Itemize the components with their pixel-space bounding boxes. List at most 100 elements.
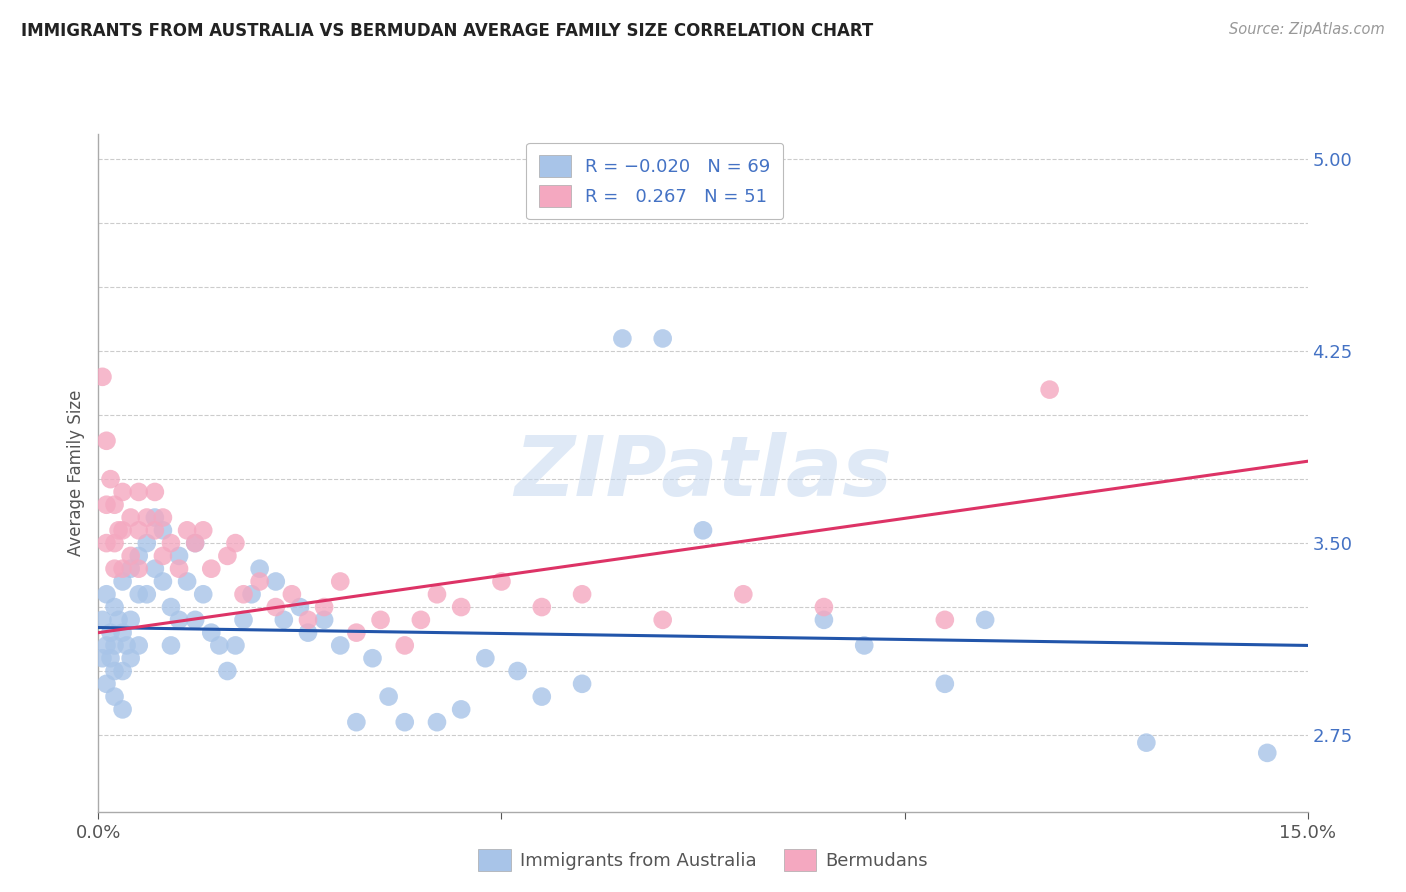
Point bbox=[120, 562, 142, 576]
Point bbox=[217, 549, 239, 563]
Point bbox=[160, 536, 183, 550]
Point bbox=[450, 600, 472, 615]
Point bbox=[100, 472, 122, 486]
Point bbox=[103, 639, 125, 653]
Point bbox=[208, 639, 231, 653]
Point bbox=[612, 331, 634, 345]
Point bbox=[651, 613, 673, 627]
Point bbox=[450, 702, 472, 716]
Point bbox=[934, 677, 956, 691]
Point bbox=[193, 587, 215, 601]
Point bbox=[394, 715, 416, 730]
Point bbox=[135, 536, 157, 550]
Point bbox=[91, 613, 114, 627]
Point bbox=[167, 562, 190, 576]
Point bbox=[103, 690, 125, 704]
Point bbox=[128, 562, 150, 576]
Point bbox=[103, 498, 125, 512]
Point bbox=[813, 600, 835, 615]
Point bbox=[96, 677, 118, 691]
Point bbox=[167, 613, 190, 627]
Point bbox=[377, 690, 399, 704]
Point bbox=[200, 625, 222, 640]
Point bbox=[120, 613, 142, 627]
Point bbox=[193, 524, 215, 538]
Point bbox=[160, 639, 183, 653]
Point bbox=[224, 536, 246, 550]
Point bbox=[273, 613, 295, 627]
Point bbox=[128, 485, 150, 500]
Point bbox=[249, 574, 271, 589]
Point bbox=[297, 613, 319, 627]
Text: Source: ZipAtlas.com: Source: ZipAtlas.com bbox=[1229, 22, 1385, 37]
Point bbox=[103, 664, 125, 678]
Point bbox=[264, 574, 287, 589]
Point bbox=[143, 510, 166, 524]
Point bbox=[344, 625, 367, 640]
Point bbox=[297, 625, 319, 640]
Point bbox=[232, 587, 254, 601]
Point bbox=[184, 613, 207, 627]
Legend: R = −0.020   N = 69, R =   0.267   N = 51: R = −0.020 N = 69, R = 0.267 N = 51 bbox=[526, 143, 783, 219]
Point bbox=[530, 690, 553, 704]
Point bbox=[103, 600, 125, 615]
Point bbox=[184, 536, 207, 550]
Point bbox=[100, 651, 122, 665]
Point bbox=[530, 600, 553, 615]
Point bbox=[232, 613, 254, 627]
Point bbox=[1135, 736, 1157, 750]
Point bbox=[96, 536, 118, 550]
Point bbox=[1039, 383, 1062, 397]
Point bbox=[240, 587, 263, 601]
Point bbox=[167, 549, 190, 563]
Text: ZIPatlas: ZIPatlas bbox=[515, 433, 891, 513]
Point bbox=[217, 664, 239, 678]
Point bbox=[96, 639, 118, 653]
Point bbox=[224, 639, 246, 653]
Point bbox=[115, 639, 138, 653]
Point bbox=[491, 574, 513, 589]
Point bbox=[160, 600, 183, 615]
Point bbox=[107, 613, 129, 627]
Legend: Immigrants from Australia, Bermudans: Immigrants from Australia, Bermudans bbox=[471, 842, 935, 879]
Point bbox=[96, 434, 118, 448]
Point bbox=[474, 651, 496, 665]
Point bbox=[813, 613, 835, 627]
Point bbox=[128, 587, 150, 601]
Point bbox=[314, 600, 336, 615]
Point bbox=[152, 549, 174, 563]
Point bbox=[651, 331, 673, 345]
Text: IMMIGRANTS FROM AUSTRALIA VS BERMUDAN AVERAGE FAMILY SIZE CORRELATION CHART: IMMIGRANTS FROM AUSTRALIA VS BERMUDAN AV… bbox=[21, 22, 873, 40]
Point bbox=[143, 485, 166, 500]
Point bbox=[200, 562, 222, 576]
Point bbox=[934, 613, 956, 627]
Point bbox=[974, 613, 997, 627]
Point bbox=[409, 613, 432, 627]
Point bbox=[128, 524, 150, 538]
Point bbox=[249, 562, 271, 576]
Point bbox=[571, 587, 593, 601]
Point bbox=[176, 524, 198, 538]
Point bbox=[264, 600, 287, 615]
Point bbox=[344, 715, 367, 730]
Point bbox=[120, 549, 142, 563]
Point bbox=[426, 587, 449, 601]
Point bbox=[135, 510, 157, 524]
Point bbox=[128, 549, 150, 563]
Point bbox=[107, 524, 129, 538]
Point bbox=[426, 715, 449, 730]
Point bbox=[152, 574, 174, 589]
Point bbox=[152, 524, 174, 538]
Point bbox=[120, 651, 142, 665]
Point bbox=[370, 613, 392, 627]
Point bbox=[111, 664, 134, 678]
Point bbox=[96, 587, 118, 601]
Point bbox=[103, 536, 125, 550]
Point bbox=[394, 639, 416, 653]
Point bbox=[176, 574, 198, 589]
Point bbox=[111, 702, 134, 716]
Point bbox=[143, 524, 166, 538]
Point bbox=[111, 524, 134, 538]
Point bbox=[111, 562, 134, 576]
Point bbox=[733, 587, 755, 601]
